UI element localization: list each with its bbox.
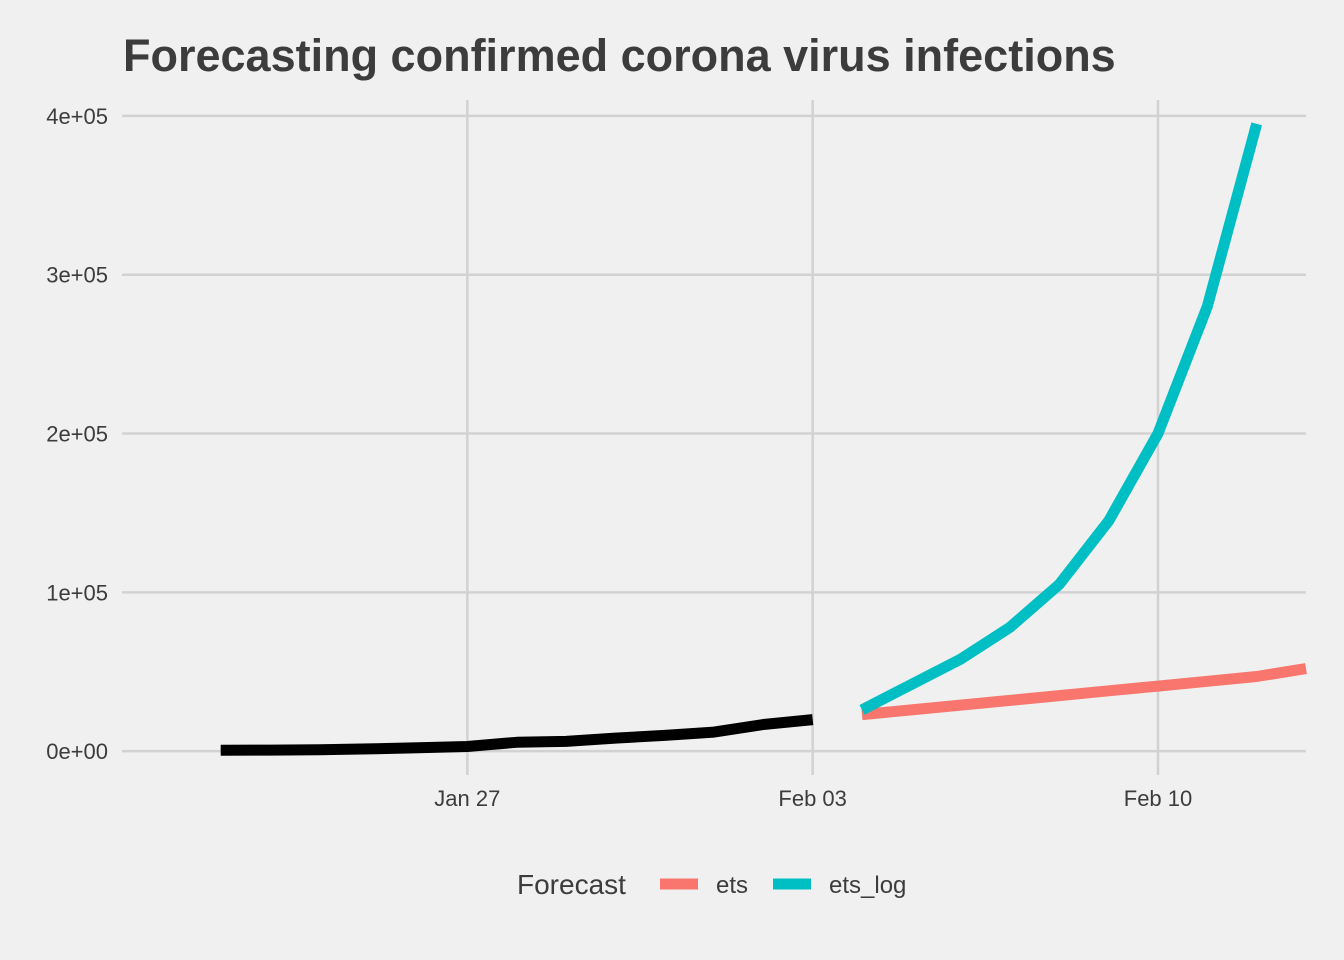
legend-label-ets: ets: [716, 872, 748, 899]
observed-series-line: [220, 714, 814, 756]
legend: Forecast ets ets_log: [517, 869, 906, 900]
axis-labels: 0e+00 1e+05 2e+05 3e+05 4e+05 Jan 27 Feb 03 Feb…: [46, 104, 1192, 811]
y-tick-label: 1e+05: [46, 580, 108, 605]
series-line-ets_log: [859, 122, 1263, 715]
data-lines: [220, 122, 1307, 756]
y-tick-label: 0e+00: [46, 739, 108, 764]
y-tick-label: 4e+05: [46, 104, 108, 129]
x-tick-label: Jan 27: [434, 786, 500, 811]
x-tick-label: Feb 03: [778, 786, 847, 811]
legend-title: Forecast: [517, 869, 626, 900]
y-tick-label: 2e+05: [46, 422, 108, 447]
grid: [122, 100, 1306, 775]
x-tick-label: Feb 10: [1124, 786, 1193, 811]
series-line-ets: [861, 663, 1307, 721]
y-tick-label: 3e+05: [46, 263, 108, 288]
legend-label-ets_log: ets_log: [829, 872, 906, 899]
chart-title: Forecasting confirmed corona virus infec…: [123, 30, 1116, 81]
